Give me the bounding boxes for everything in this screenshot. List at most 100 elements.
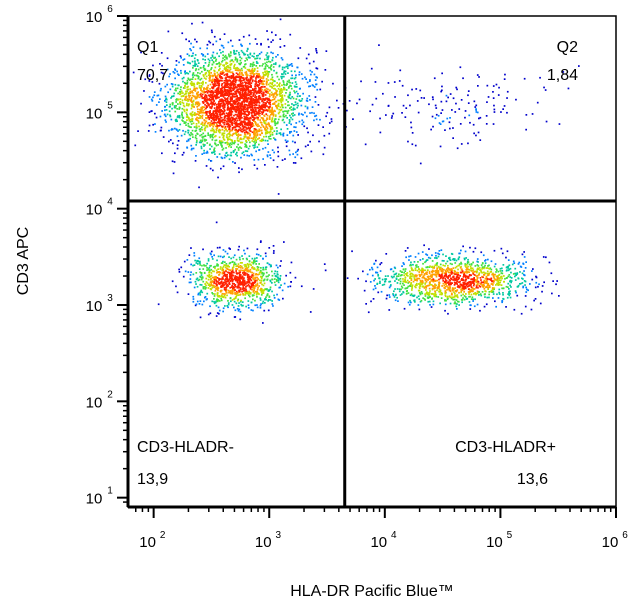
event-dot	[509, 292, 511, 295]
event-dot	[256, 304, 258, 306]
event-dot	[213, 99, 215, 102]
event-dot	[272, 305, 274, 307]
event-dot	[252, 124, 255, 127]
event-dot	[293, 85, 296, 88]
event-dot	[330, 118, 333, 120]
event-dot	[391, 115, 393, 117]
event-dot	[416, 100, 419, 102]
event-dot	[208, 59, 211, 62]
event-dot	[207, 58, 210, 61]
event-dot	[196, 95, 199, 97]
event-dot	[176, 120, 178, 122]
event-dot	[275, 264, 278, 267]
event-dot	[176, 147, 179, 150]
event-dot	[445, 100, 448, 103]
event-dot	[241, 255, 243, 257]
event-dot	[280, 88, 283, 90]
event-dot	[432, 278, 435, 281]
event-dot	[246, 292, 249, 295]
event-dot	[235, 67, 238, 70]
event-dot	[188, 119, 191, 122]
event-dot	[251, 131, 254, 134]
event-dot	[423, 298, 426, 300]
event-dot	[428, 300, 431, 303]
event-dot	[407, 94, 409, 97]
event-dot	[225, 152, 227, 154]
event-dot	[274, 110, 276, 113]
event-dot	[253, 52, 256, 55]
event-dot	[201, 291, 204, 294]
event-dot	[206, 106, 209, 108]
event-dot	[196, 285, 199, 288]
event-dot	[206, 47, 208, 50]
event-dot	[275, 122, 278, 125]
event-dot	[264, 288, 267, 291]
event-dot	[198, 186, 200, 189]
event-dot	[229, 68, 232, 71]
event-dot	[434, 117, 437, 120]
event-dot	[203, 122, 206, 125]
event-dot	[166, 57, 169, 60]
event-dot	[212, 284, 215, 287]
event-dot	[277, 146, 279, 149]
event-dot	[212, 83, 215, 86]
event-dot	[292, 107, 295, 110]
event-dot	[483, 281, 486, 283]
event-dot	[471, 267, 474, 270]
event-dot	[242, 284, 245, 286]
event-dot	[230, 286, 233, 289]
event-dot	[244, 63, 247, 65]
event-dot	[218, 279, 220, 281]
event-dot	[479, 269, 482, 271]
event-dot	[475, 134, 477, 137]
event-dot	[247, 275, 249, 278]
event-dot	[186, 79, 189, 82]
event-dot	[227, 138, 229, 140]
event-dot	[403, 263, 405, 266]
event-dot	[209, 91, 212, 94]
event-dot	[449, 271, 451, 274]
event-dot	[203, 264, 206, 267]
event-dot	[237, 135, 240, 137]
event-dot	[483, 271, 485, 274]
event-dot	[385, 114, 387, 116]
event-dot	[499, 281, 501, 284]
event-dot	[152, 96, 154, 99]
event-dot	[303, 125, 306, 128]
event-dot	[214, 135, 217, 137]
event-dot	[462, 288, 465, 291]
event-dot	[200, 110, 202, 113]
event-dot	[224, 281, 226, 283]
event-dot	[297, 148, 299, 151]
event-dot	[197, 108, 199, 111]
event-dot	[243, 135, 246, 138]
event-dot	[241, 141, 244, 144]
event-dot	[267, 106, 270, 109]
event-dot	[434, 257, 436, 259]
event-dot	[225, 67, 228, 70]
event-dot	[264, 129, 267, 131]
event-dot	[282, 114, 285, 117]
event-dot	[394, 267, 397, 270]
event-dot	[532, 268, 534, 270]
event-dot	[257, 90, 259, 92]
event-dot	[234, 123, 237, 126]
event-dot	[221, 157, 224, 160]
event-dot	[267, 83, 270, 86]
event-dot	[289, 33, 292, 36]
event-dot	[207, 132, 209, 135]
event-dot	[166, 83, 168, 86]
event-dot	[522, 286, 524, 289]
event-dot	[166, 68, 169, 71]
event-dot	[260, 129, 263, 132]
event-dot	[444, 309, 446, 312]
event-dot	[473, 283, 475, 285]
event-dot	[265, 135, 267, 138]
event-dot	[464, 285, 467, 288]
event-dot	[409, 273, 411, 276]
event-dot	[456, 147, 459, 150]
event-dot	[218, 83, 220, 86]
event-dot	[250, 117, 252, 120]
event-dot	[217, 289, 219, 292]
event-dot	[256, 284, 258, 287]
